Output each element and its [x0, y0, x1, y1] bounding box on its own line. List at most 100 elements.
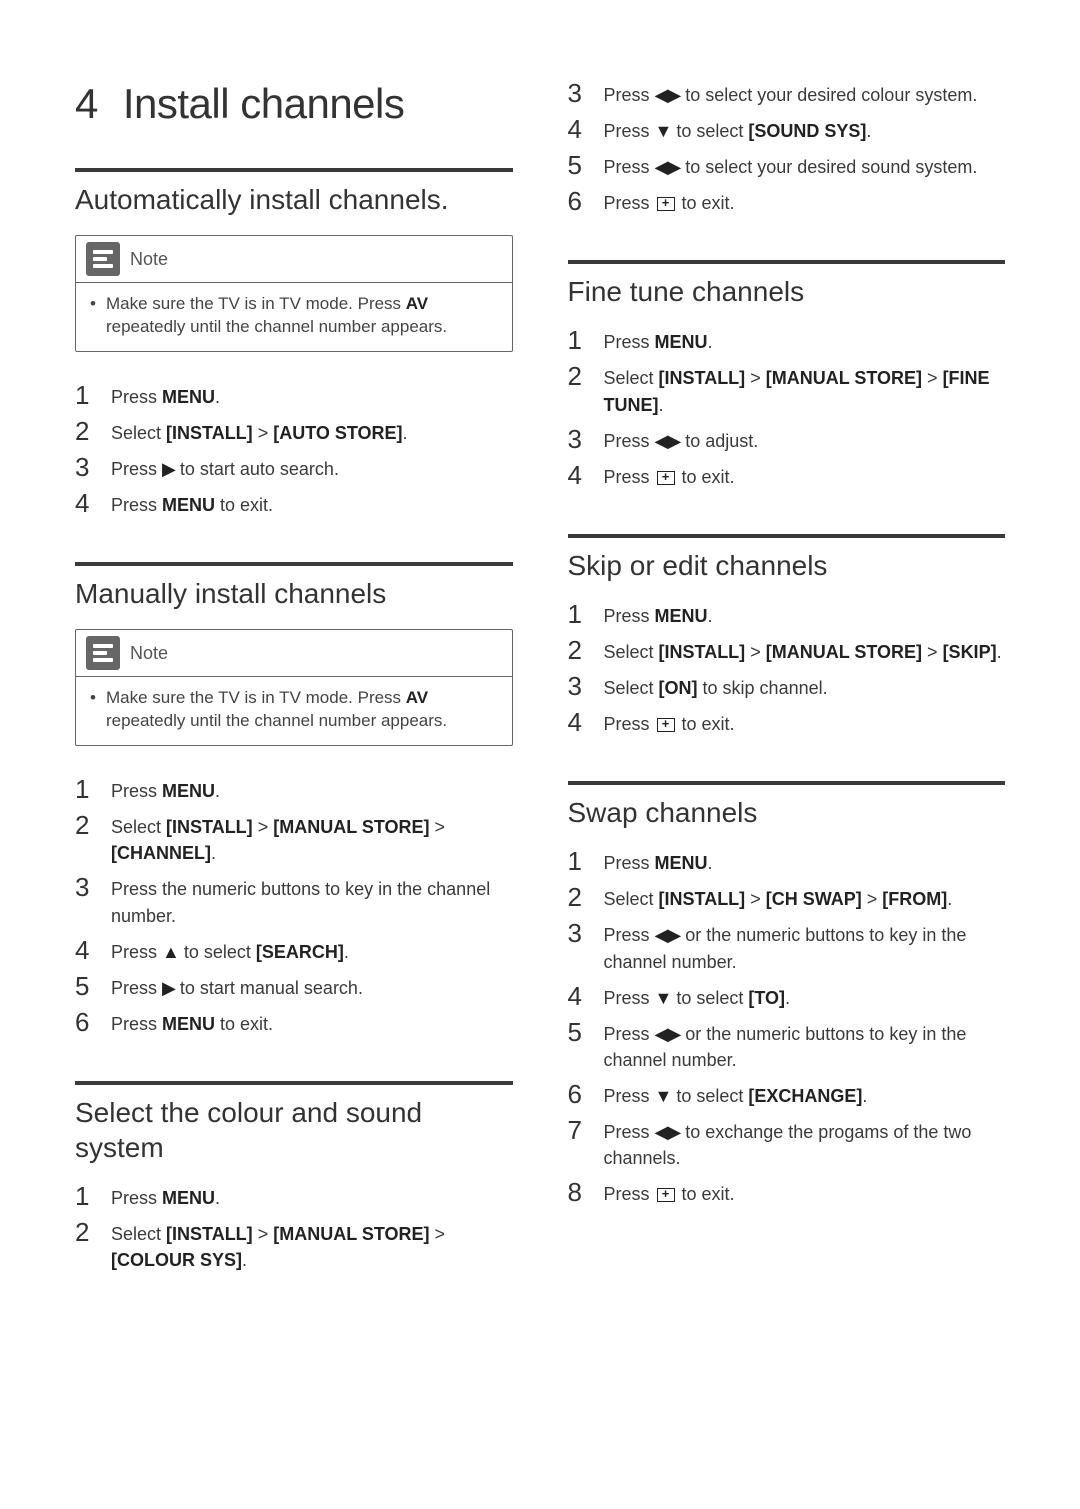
- section: Skip or edit channels Press MENU. Select …: [568, 534, 1006, 737]
- step-item: Press ▼ to select [SOUND SYS].: [568, 116, 1006, 144]
- step-text: Press MENU.: [111, 776, 513, 804]
- bold-text: [INSTALL]: [166, 817, 253, 837]
- step-text: Press to exit.: [604, 188, 1006, 216]
- step-item: Press MENU.: [75, 776, 513, 804]
- step-item: Press MENU.: [568, 327, 1006, 355]
- arrow-icon: ▶: [162, 459, 175, 479]
- arrow-icon: ◀▶: [655, 1122, 681, 1142]
- bold-text: MENU: [162, 495, 215, 515]
- section-title: Manually install channels: [75, 576, 513, 611]
- step-item: Press MENU.: [75, 382, 513, 410]
- step-text: Press MENU.: [604, 601, 1006, 629]
- bold-text: MENU: [655, 853, 708, 873]
- right-column: Press ◀▶ to select your desired colour s…: [568, 80, 1006, 1317]
- arrow-icon: ◀▶: [655, 431, 681, 451]
- step-item: Press to exit.: [568, 462, 1006, 490]
- step-text: Press to exit.: [604, 462, 1006, 490]
- step-item: Press ◀▶ to adjust.: [568, 426, 1006, 454]
- step-list: Press MENU. Select [INSTALL] > [MANUAL ST…: [568, 601, 1006, 737]
- arrow-icon: ◀▶: [655, 925, 681, 945]
- step-item: Select [INSTALL] > [CH SWAP] > [FROM].: [568, 884, 1006, 912]
- step-item: Press MENU.: [568, 601, 1006, 629]
- step-item: Press to exit.: [568, 709, 1006, 737]
- bold-text: [ON]: [659, 678, 698, 698]
- section: Swap channels Press MENU.Select [INSTALL…: [568, 781, 1006, 1207]
- step-text: Select [INSTALL] > [MANUAL STORE] > [FIN…: [604, 363, 1006, 417]
- step-text: Press to exit.: [604, 709, 1006, 737]
- step-item: Press to exit.: [568, 188, 1006, 216]
- bold-text: [MANUAL STORE]: [273, 817, 429, 837]
- step-item: Press the numeric buttons to key in the …: [75, 874, 513, 928]
- arrow-icon: ▼: [655, 121, 672, 141]
- arrow-icon: ▼: [655, 1086, 672, 1106]
- bold-text: [INSTALL]: [659, 368, 746, 388]
- bold-text: [EXCHANGE]: [748, 1086, 862, 1106]
- step-text: Press ▼ to select [EXCHANGE].: [604, 1081, 1006, 1109]
- bold-text: MENU: [162, 781, 215, 801]
- step-item: Press MENU to exit.: [75, 1009, 513, 1037]
- section-divider: [568, 781, 1006, 785]
- arrow-icon: ◀▶: [655, 85, 681, 105]
- step-text: Press ◀▶ to select your desired sound sy…: [604, 152, 1006, 180]
- arrow-icon: ▲: [162, 942, 179, 962]
- step-text: Select [INSTALL] > [MANUAL STORE] > [COL…: [111, 1219, 513, 1273]
- section: Automatically install channels. Note Mak…: [75, 168, 513, 518]
- exit-icon: [657, 718, 675, 732]
- bold-text: [INSTALL]: [659, 642, 746, 662]
- section-title: Skip or edit channels: [568, 548, 1006, 583]
- bold-text: [MANUAL STORE]: [766, 368, 922, 388]
- bold-text: [SEARCH]: [256, 942, 344, 962]
- note-icon: [86, 636, 120, 670]
- step-item: Press ▶ to start auto search.: [75, 454, 513, 482]
- step-item: Select [INSTALL] > [MANUAL STORE] > [SKI…: [568, 637, 1006, 665]
- note-header: Note: [76, 236, 512, 283]
- note-label: Note: [130, 643, 168, 664]
- bold-text: [SOUND SYS]: [748, 121, 866, 141]
- step-list: Press MENU. Select [INSTALL] > [MANUAL ST…: [75, 1183, 513, 1273]
- step-text: Select [INSTALL] > [CH SWAP] > [FROM].: [604, 884, 1006, 912]
- step-list: Press MENU. Select [INSTALL] > [MANUAL ST…: [568, 327, 1006, 489]
- bold-text: MENU: [162, 387, 215, 407]
- bold-text: AV: [406, 688, 428, 707]
- bold-text: [INSTALL]: [166, 1224, 253, 1244]
- step-list: Press MENU.Select [INSTALL] > [AUTO STOR…: [75, 382, 513, 518]
- note-text: Make sure the TV is in TV mode. Press AV…: [106, 687, 498, 733]
- section-divider: [75, 562, 513, 566]
- step-text: Press MENU.: [111, 382, 513, 410]
- section-divider: [75, 168, 513, 172]
- step-item: Select [INSTALL] > [MANUAL STORE] > [COL…: [75, 1219, 513, 1273]
- step-item: Press MENU.: [75, 1183, 513, 1211]
- step-text: Select [INSTALL] > [MANUAL STORE] > [CHA…: [111, 812, 513, 866]
- section: Fine tune channels Press MENU.Select [IN…: [568, 260, 1006, 489]
- step-text: Press MENU to exit.: [111, 1009, 513, 1037]
- step-list: Press MENU. Select [INSTALL] > [CH SWAP] …: [568, 848, 1006, 1207]
- step-text: Press ▶ to start manual search.: [111, 973, 513, 1001]
- step-text: Press ◀▶ to select your desired colour s…: [604, 80, 1006, 108]
- bold-text: [SKIP]: [943, 642, 997, 662]
- section-title: Automatically install channels.: [75, 182, 513, 217]
- step-text: Press MENU to exit.: [111, 490, 513, 518]
- bold-text: [CH SWAP]: [766, 889, 862, 909]
- step-item: Press ▼ to select [TO].: [568, 983, 1006, 1011]
- step-item: Press ▶ to start manual search.: [75, 973, 513, 1001]
- step-item: Press ◀▶ or the numeric buttons to key i…: [568, 920, 1006, 974]
- bold-text: [AUTO STORE]: [273, 423, 402, 443]
- bold-text: MENU: [655, 332, 708, 352]
- step-item: Select [ON] to skip channel.: [568, 673, 1006, 701]
- section-divider: [568, 260, 1006, 264]
- step-item: Press ◀▶ to exchange the progams of the …: [568, 1117, 1006, 1171]
- step-item: Press MENU.: [568, 848, 1006, 876]
- section: Manually install channels Note Make sure…: [75, 562, 513, 1037]
- bold-text: [MANUAL STORE]: [766, 642, 922, 662]
- step-text: Press ◀▶ to adjust.: [604, 426, 1006, 454]
- bold-text: [INSTALL]: [166, 423, 253, 443]
- bold-text: [CHANNEL]: [111, 843, 211, 863]
- step-text: Select [INSTALL] > [MANUAL STORE] > [SKI…: [604, 637, 1006, 665]
- note-text: Make sure the TV is in TV mode. Press AV…: [106, 293, 498, 339]
- bold-text: AV: [406, 294, 428, 313]
- step-item: Press ◀▶ or the numeric buttons to key i…: [568, 1019, 1006, 1073]
- left-column: 4Install channels Automatically install …: [75, 80, 513, 1317]
- note-icon: [86, 242, 120, 276]
- section-divider: [568, 534, 1006, 538]
- exit-icon: [657, 1188, 675, 1202]
